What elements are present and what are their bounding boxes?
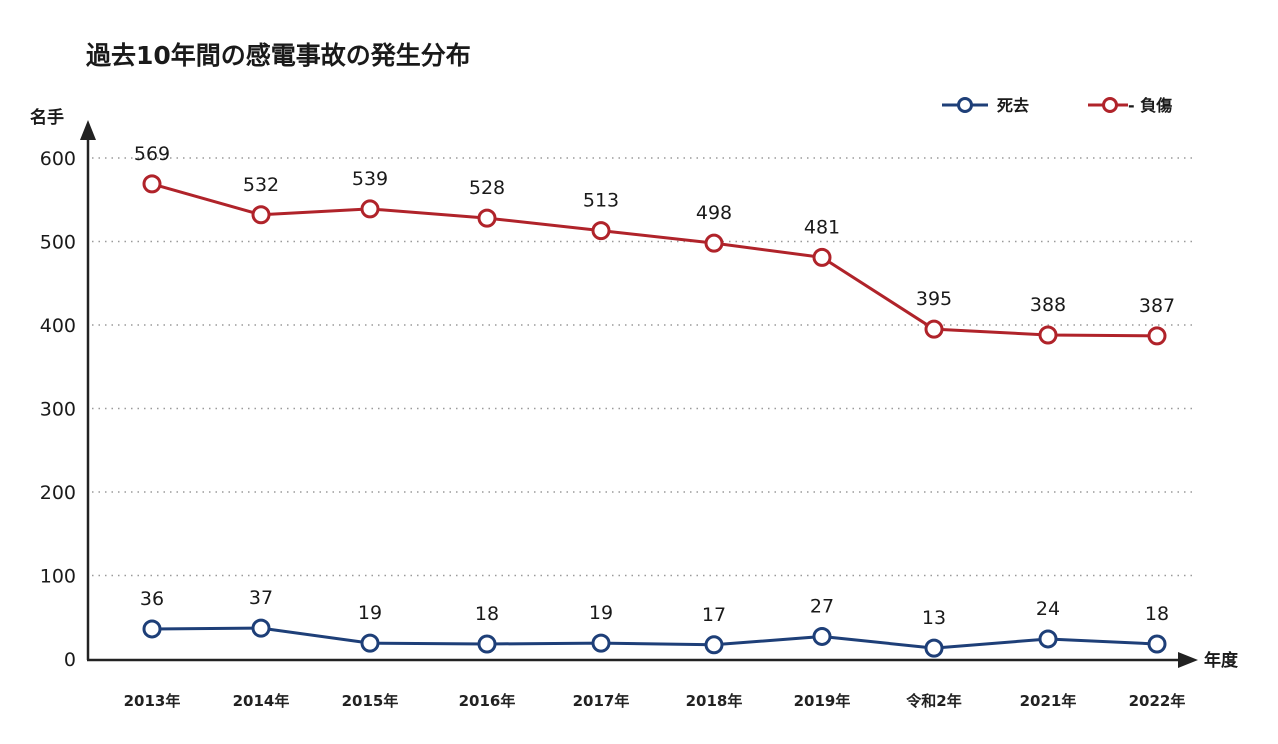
data-label: 387 [1139, 295, 1175, 317]
data-label: 19 [589, 602, 613, 624]
series-injuries: 569 532 539 528 513 498 481 395 388 387 [134, 143, 1175, 346]
data-point [251, 205, 271, 225]
x-tick-label: 2014年 [233, 692, 290, 710]
data-point [360, 199, 380, 219]
data-point [142, 619, 162, 639]
y-tick-label: 200 [40, 482, 76, 504]
x-tick-label: 2013年 [124, 692, 181, 710]
data-label: 513 [583, 190, 619, 212]
data-label: 388 [1030, 294, 1066, 316]
data-point [1147, 326, 1167, 346]
data-point [142, 174, 162, 194]
data-point [477, 208, 497, 228]
x-tick-label: 2019年 [794, 692, 851, 710]
y-tick-label: 0 [64, 649, 76, 671]
data-point [1038, 629, 1058, 649]
data-point [591, 633, 611, 653]
data-point [1038, 325, 1058, 345]
legend-label-injuries: - 負傷 [1128, 96, 1172, 115]
series-line [151, 182, 1158, 338]
y-tick-label: 500 [40, 232, 76, 254]
data-label: 532 [243, 174, 279, 196]
series-deaths: 36 37 19 18 19 17 27 13 24 18 [140, 587, 1169, 658]
legend-item-injuries: - 負傷 [1088, 96, 1172, 115]
data-label: 19 [358, 602, 382, 624]
legend-marker-injuries [1102, 97, 1118, 113]
data-label: 18 [475, 603, 499, 625]
data-label: 539 [352, 168, 388, 190]
data-label: 569 [134, 143, 170, 165]
series-line [151, 626, 1158, 650]
x-tick-label: 2016年 [459, 692, 516, 710]
data-point [704, 635, 724, 655]
data-point [704, 233, 724, 253]
data-point [1147, 634, 1167, 654]
data-label: 24 [1036, 598, 1060, 620]
y-tick-label: 100 [40, 566, 76, 588]
data-label: 36 [140, 588, 164, 610]
data-point [251, 618, 271, 638]
data-point [812, 247, 832, 267]
data-point [591, 221, 611, 241]
data-label: 13 [922, 607, 946, 629]
data-point [812, 626, 832, 646]
y-axis-label: 名手 [30, 107, 64, 128]
data-label: 18 [1145, 603, 1169, 625]
legend-label-deaths: 死去 [997, 96, 1029, 115]
data-label: 498 [696, 202, 732, 224]
data-label: 17 [702, 604, 726, 626]
x-axis-label: 年度 [1204, 650, 1239, 671]
legend: 死去 - 負傷 [942, 96, 1172, 115]
x-tick-label: 2022年 [1129, 692, 1186, 710]
x-tick-label: 令和2年 [906, 692, 961, 710]
y-tick-label: 400 [40, 315, 76, 337]
y-tick-label: 300 [40, 399, 76, 421]
chart-title: 過去10年間の感電事故の発生分布 [86, 41, 471, 70]
data-point [477, 634, 497, 654]
data-label: 37 [249, 587, 273, 609]
legend-item-deaths: 死去 [942, 96, 1029, 115]
legend-marker-deaths [957, 97, 973, 113]
x-tick-label: 2015年 [342, 692, 399, 710]
data-label: 27 [810, 595, 834, 617]
data-point [360, 633, 380, 653]
y-tick-label: 600 [40, 148, 76, 170]
data-label: 528 [469, 177, 505, 199]
x-axis-arrow-icon [1178, 652, 1198, 668]
data-point [924, 638, 944, 658]
data-label: 395 [916, 288, 952, 310]
x-tick-label: 2021年 [1020, 692, 1077, 710]
data-point [924, 319, 944, 339]
x-tick-label: 2017年 [573, 692, 630, 710]
y-axis-arrow-icon [80, 120, 96, 140]
x-tick-label: 2018年 [686, 692, 743, 710]
data-label: 481 [804, 216, 840, 238]
